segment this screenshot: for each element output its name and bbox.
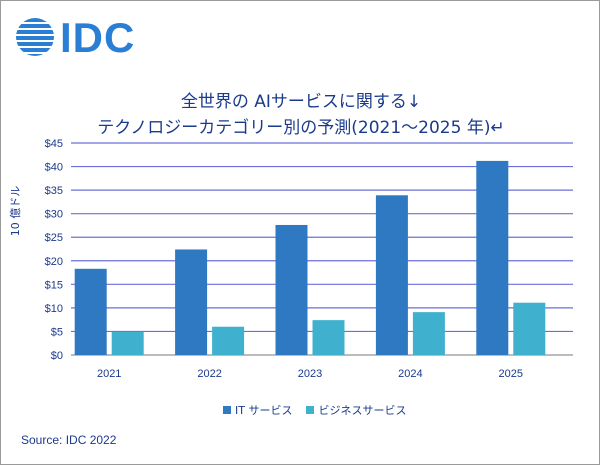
bar-business-services (111, 331, 144, 355)
legend-item-business-services: ビジネスサービス (306, 402, 406, 418)
logo-text: IDC (60, 14, 136, 61)
bar-business-services (513, 302, 546, 355)
y-tick-label: $10 (45, 303, 63, 315)
legend: IT サービス ビジネスサービス (223, 400, 420, 420)
x-tick-label: 2025 (499, 368, 523, 380)
chart-title-line-2: テクノロジーカテゴリー別の予測(2021～2025 年)↵ (97, 118, 505, 138)
y-tick-label: $40 (45, 162, 63, 174)
chart-title: 全世界の AIサービスに関する↓ テクノロジーカテゴリー別の予測(2021～20… (71, 89, 531, 141)
bar-it-services (175, 249, 208, 355)
x-tick-label: 2023 (298, 368, 322, 380)
legend-swatch-it-services (223, 406, 231, 414)
bar-business-services (412, 312, 445, 355)
y-tick-label: $30 (45, 209, 63, 221)
source-note: Source: IDC 2022 (21, 433, 117, 447)
x-tick-label: 2022 (197, 368, 221, 380)
legend-label-business-services: ビジネスサービス (318, 404, 407, 417)
y-tick-label: $5 (51, 326, 63, 338)
bar-chart: $0 $5 $10 $15 $20 $25 $30 $35 $40 $45 2021 2022 2023… (45, 138, 573, 380)
x-tick-label: 2021 (97, 368, 121, 380)
bar-business-services (212, 326, 245, 355)
y-tick-label: $35 (45, 185, 63, 197)
y-tick-label: $20 (45, 256, 63, 268)
chart-title-line-1: 全世界の AIサービスに関する↓ (180, 92, 422, 112)
bar-it-services (74, 268, 107, 355)
globe-icon (16, 18, 54, 56)
legend-swatch-business-services (306, 406, 315, 414)
bar-business-services (312, 320, 345, 355)
x-tick-label: 2024 (398, 368, 422, 380)
bar-it-services (275, 224, 308, 355)
y-tick-label: $15 (45, 279, 63, 291)
bar-it-services (476, 160, 509, 355)
y-tick-label: $0 (51, 350, 63, 362)
y-tick-label: $45 (45, 138, 63, 150)
legend-item-it-services: IT サービス (223, 402, 292, 418)
y-tick-label: $25 (45, 232, 63, 244)
legend-label-it-services: IT サービス (235, 404, 293, 417)
idc-logo: IDC (13, 15, 163, 61)
bar-it-services (375, 195, 408, 355)
